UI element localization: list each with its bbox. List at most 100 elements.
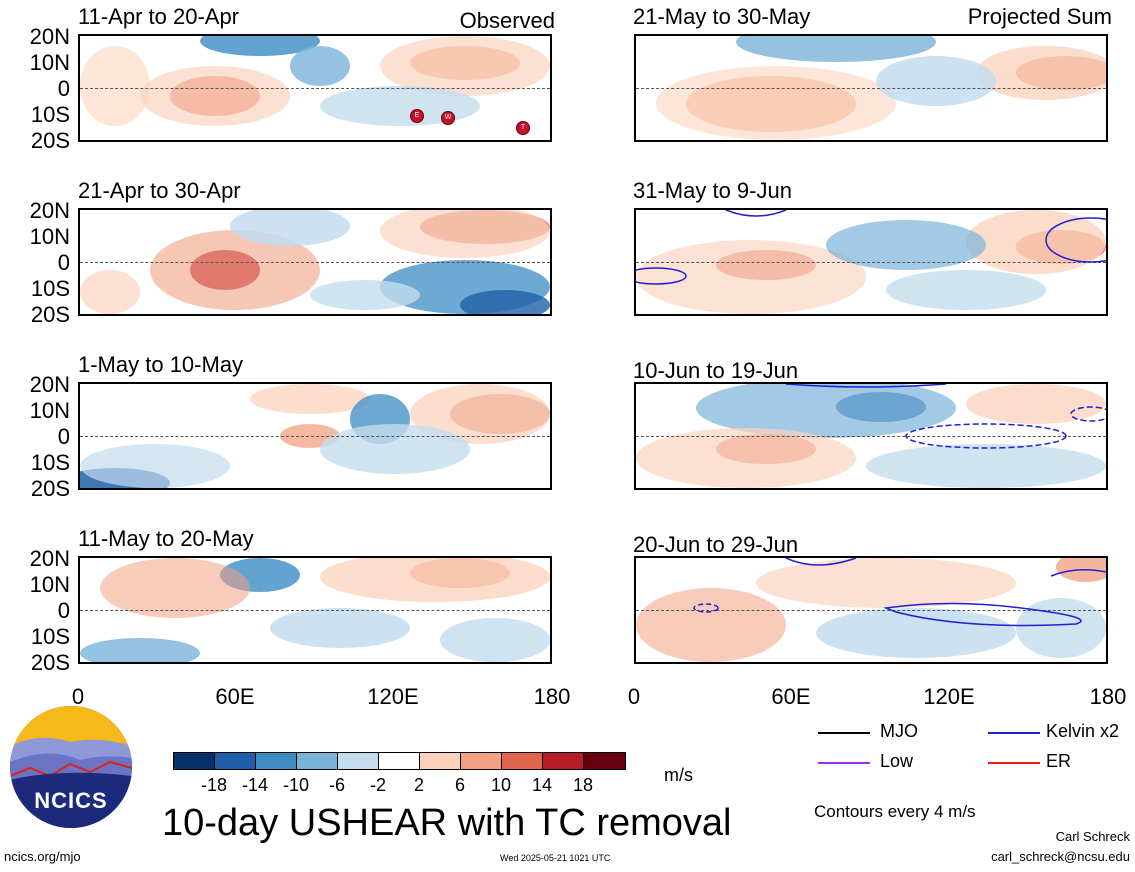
colorbar-box xyxy=(460,752,502,770)
ncics-logo: NCICS xyxy=(10,706,132,828)
lat-tick: 10S xyxy=(30,624,70,649)
anomaly-blob xyxy=(80,46,150,126)
lon-tick: 60E xyxy=(215,684,255,709)
lat-tick: 20S xyxy=(30,650,70,675)
anomaly-blob xyxy=(966,210,1106,274)
colorbar-label: 14 xyxy=(531,775,553,795)
map xyxy=(636,210,1106,314)
tc-marker: W xyxy=(441,111,455,125)
legend-line-low xyxy=(818,762,870,764)
legend-line-er xyxy=(988,762,1040,764)
lat-tick: 20N xyxy=(29,198,70,223)
lat-tick: 10N xyxy=(29,398,70,423)
colorbar-label: -10 xyxy=(282,775,309,795)
colorbar-box xyxy=(214,752,256,770)
equator-line xyxy=(636,436,1106,437)
lat-tick: 10N xyxy=(29,572,70,597)
colorbar-label: -6 xyxy=(328,775,345,795)
equator-line xyxy=(636,610,1106,611)
colorbar-box xyxy=(296,752,338,770)
anomaly-blob xyxy=(230,210,350,246)
lat-tick: 0 xyxy=(57,424,70,449)
map xyxy=(636,558,1106,662)
map xyxy=(80,384,550,488)
colorbar-box xyxy=(255,752,297,770)
anomaly-blob xyxy=(736,36,936,62)
lat-tick: 20S xyxy=(30,128,70,153)
equator-line xyxy=(636,88,1106,89)
legend-line-kelvin xyxy=(988,732,1040,734)
anomaly-blob xyxy=(250,384,370,414)
email[interactable]: carl_schreck@ncsu.edu xyxy=(991,849,1130,864)
equator-line xyxy=(80,88,550,89)
lat-tick: 10N xyxy=(29,50,70,75)
lat-tick: 10N xyxy=(29,224,70,249)
colorbar-label: -2 xyxy=(369,775,386,795)
map xyxy=(80,210,550,314)
anomaly-blob xyxy=(80,270,140,314)
anomaly-blob xyxy=(80,638,200,662)
lat-tick: 10S xyxy=(30,450,70,475)
lat-tick: 0 xyxy=(57,250,70,275)
lon-tick: 60E xyxy=(771,684,811,709)
kelvin-contour xyxy=(1050,569,1106,577)
anomaly-blob xyxy=(80,444,230,488)
panel-title: 20-Jun to 29-Jun xyxy=(633,532,799,557)
kelvin-contour xyxy=(785,384,947,388)
panel-title: 21-May to 30-May xyxy=(633,4,811,29)
anomaly-blob xyxy=(636,240,866,314)
lat-tick: 20N xyxy=(29,24,70,49)
lat-tick: 20N xyxy=(29,372,70,397)
anomaly-blob xyxy=(100,558,250,618)
legend-label-low: Low xyxy=(880,751,914,771)
colorbar-label: 10 xyxy=(490,775,512,795)
colorbar-box xyxy=(542,752,584,770)
panel-title: 10-Jun to 19-Jun xyxy=(633,358,799,383)
lat-tick: 20N xyxy=(29,546,70,571)
lat-tick: 10S xyxy=(30,102,70,127)
anomaly-blob xyxy=(636,588,786,662)
anomaly-blob xyxy=(380,210,550,258)
anomaly-blob xyxy=(866,444,1106,488)
lon-tick: 180 xyxy=(533,684,571,709)
kelvin-contours xyxy=(693,558,1106,627)
colorbar-box xyxy=(501,752,543,770)
legend-label-mjo: MJO xyxy=(880,721,918,741)
colorbar-box xyxy=(583,752,626,770)
kelvin-contour xyxy=(636,267,687,285)
colorbar-label: 18 xyxy=(572,775,594,795)
anomaly-blob xyxy=(876,56,996,106)
panel-title: 11-Apr to 20-Apr xyxy=(78,4,240,29)
logo-text: NCICS xyxy=(34,788,108,813)
equator-line xyxy=(80,436,550,437)
colorbar-label: -14 xyxy=(241,775,268,795)
legend-label-er: ER xyxy=(1046,751,1072,771)
colorbar-box xyxy=(378,752,420,770)
tc-marker: E xyxy=(410,109,424,123)
equator-line xyxy=(80,610,550,611)
projected-label: Projected Sum xyxy=(967,4,1112,29)
anomaly-blob xyxy=(460,290,550,314)
panel-title: 11-May to 20-May xyxy=(78,526,254,551)
anomaly-blob xyxy=(290,46,350,86)
map: E W T xyxy=(80,36,550,140)
kelvin-contour xyxy=(1045,217,1106,263)
contour-note: Contours every 4 m/s xyxy=(814,802,976,821)
lon-tick: 0 xyxy=(71,684,85,709)
anomaly-blob xyxy=(636,428,856,488)
kelvin-contour xyxy=(693,603,719,613)
lon-tick: 120E xyxy=(367,684,419,709)
timestamp: Wed 2025-05-21 1021 UTC xyxy=(500,853,611,863)
lat-tick: 20S xyxy=(30,302,70,327)
lat-tick: 0 xyxy=(57,598,70,623)
map xyxy=(636,384,1106,488)
anomaly-blob xyxy=(270,608,410,648)
anomaly-blob xyxy=(440,618,550,662)
site-link[interactable]: ncics.org/mjo xyxy=(4,849,81,864)
lat-tick: 10S xyxy=(30,276,70,301)
panel-title: 31-May to 9-Jun xyxy=(633,178,792,203)
anomaly-blob xyxy=(966,384,1106,424)
lon-tick: 120E xyxy=(923,684,975,709)
anomaly-blob xyxy=(826,220,986,270)
anomaly-blob xyxy=(200,36,320,56)
